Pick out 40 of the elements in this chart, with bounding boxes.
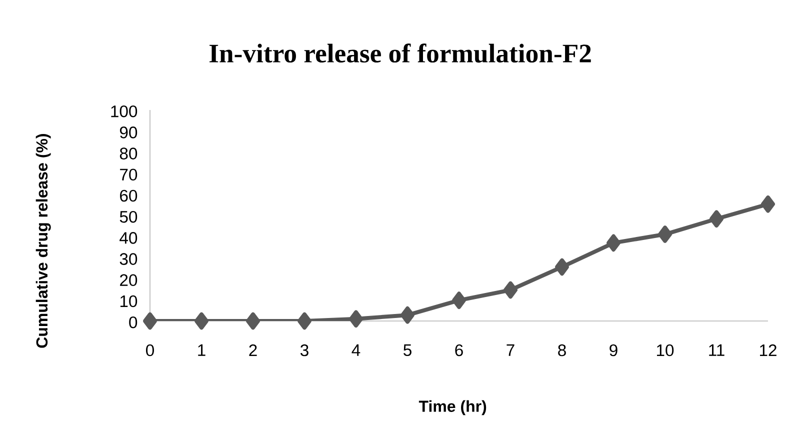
y-tick-label: 60: [120, 190, 138, 202]
y-axis-title: Cumulative drug release (%): [36, 134, 51, 348]
point: [710, 210, 724, 228]
point: [194, 312, 208, 330]
x-tick-label: 5: [404, 344, 412, 356]
point: [298, 312, 312, 330]
x-axis-title: Time (hr): [418, 400, 486, 416]
point: [400, 306, 415, 324]
point: [761, 195, 776, 213]
x-tick-label: 2: [249, 344, 257, 356]
y-tick-label: 0: [129, 316, 138, 328]
point: [606, 234, 620, 252]
point: [349, 310, 364, 328]
y-tick-label: 10: [120, 295, 138, 308]
point: [504, 281, 518, 299]
x-tick-label: 3: [300, 344, 308, 356]
x-tick-label: 11: [709, 344, 724, 356]
y-tick-label: 90: [120, 126, 138, 138]
x-tick-label: 1: [198, 344, 206, 356]
point: [452, 292, 466, 309]
y-tick-label: 40: [120, 232, 138, 244]
point: [555, 258, 569, 276]
chart-title: In-vitro release of formulation-F2: [209, 44, 591, 63]
x-tick-label: 12: [760, 344, 776, 356]
y-tick-label: 70: [120, 168, 138, 181]
y-tick-label: 100: [111, 105, 138, 118]
y-tick-label: 80: [120, 148, 138, 160]
y-tick-label: 30: [120, 253, 138, 265]
point: [658, 226, 672, 243]
x-tick-label: 9: [610, 344, 618, 356]
x-tick-label: 6: [455, 344, 463, 356]
x-tick-label: 7: [506, 344, 514, 356]
y-tick-label: 20: [120, 274, 138, 286]
y-tick-label: 50: [120, 210, 138, 223]
x-tick-label: 8: [558, 344, 566, 356]
x-tick-label: 0: [146, 344, 154, 356]
point: [246, 312, 260, 330]
x-tick-label: 4: [352, 344, 360, 356]
x-tick-label: 10: [657, 344, 674, 356]
point: [143, 312, 157, 330]
